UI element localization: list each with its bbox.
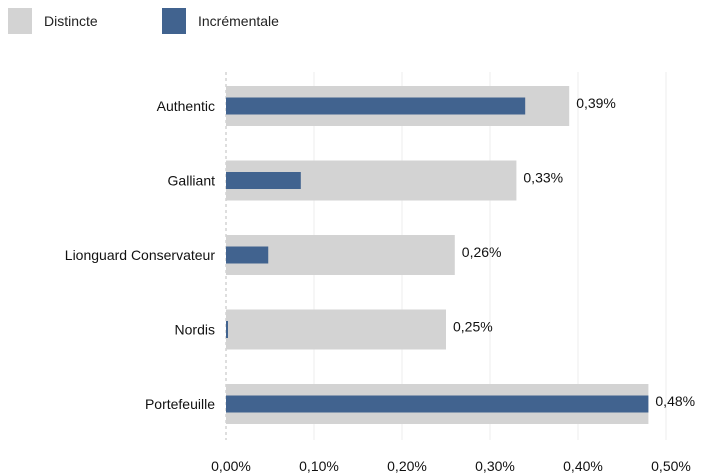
- data-label: 0,33%: [523, 170, 563, 186]
- category-label: Lionguard Conservateur: [65, 247, 216, 263]
- bar-incrementale: [226, 97, 526, 115]
- category-label: Authentic: [157, 98, 215, 114]
- category-label: Galliant: [168, 173, 216, 189]
- bar-distincte: [226, 309, 446, 350]
- legend-swatch-distincte: [8, 8, 32, 34]
- x-axis-ticks: 0,00% 0,10% 0,20% 0,30% 0,40% 0,50%: [211, 458, 691, 474]
- data-label: 0,48%: [655, 393, 695, 409]
- x-tick-label: 0,40%: [563, 458, 603, 474]
- x-tick-label: 0,10%: [299, 458, 339, 474]
- data-label: 0,26%: [462, 244, 502, 260]
- bars: [226, 86, 649, 424]
- legend-swatch-incrementale: [162, 8, 186, 34]
- category-label: Nordis: [175, 322, 215, 338]
- bar-incrementale: [226, 172, 301, 189]
- bar-incrementale: [226, 321, 228, 338]
- labels: Authentic 0,39% Galliant 0,33% Lionguard Con…: [65, 95, 695, 412]
- data-label: 0,25%: [453, 319, 493, 335]
- legend-label-distincte: Distincte: [44, 13, 98, 29]
- x-tick-label: 0,30%: [475, 458, 515, 474]
- legend-label-incrementale: Incrémentale: [198, 13, 279, 29]
- data-label: 0,39%: [576, 95, 616, 111]
- legend: Distincte Incrémentale: [8, 8, 279, 34]
- bar-incrementale: [226, 395, 649, 413]
- bar-incrementale: [226, 246, 269, 264]
- x-tick-label: 0,00%: [211, 458, 251, 474]
- x-tick-label: 0,50%: [651, 458, 691, 474]
- x-tick-label: 0,20%: [387, 458, 427, 474]
- category-label: Portefeuille: [145, 396, 215, 412]
